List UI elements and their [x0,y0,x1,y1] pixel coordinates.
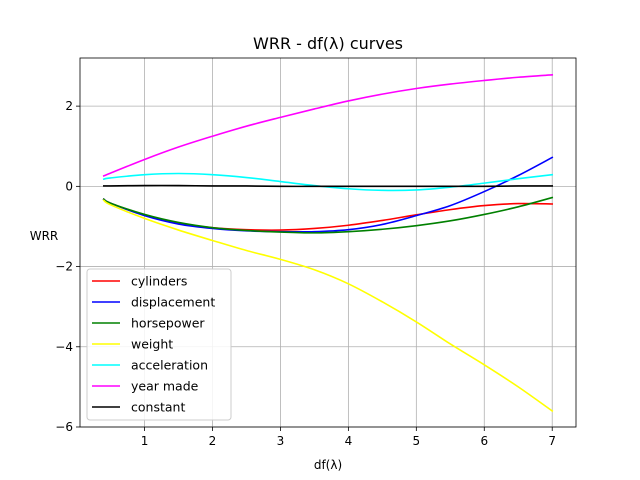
series-line-weight [102,199,554,413]
x-tick-label: 1 [141,434,149,448]
series-line-displacement [102,156,554,233]
y-tick-label: 0 [65,179,73,193]
x-tick-label: 6 [480,434,488,448]
plot-lines [102,73,554,413]
legend-label-acceleration: acceleration [131,358,208,373]
x-axis-label: df(λ) [314,458,342,472]
y-tick-label: −4 [55,340,73,354]
legend-box [86,268,232,421]
y-tick-label: −6 [55,420,73,434]
series-line-horsepower [102,196,554,234]
legend: cylinders displacement horsepower weight acc… [86,268,232,421]
grid [80,58,576,428]
x-tick-label: 2 [209,434,217,448]
legend-label-horsepower: horsepower [131,316,205,331]
series-line-constant [102,184,554,188]
chart-title: WRR - df(λ) curves [253,34,403,53]
plot-area-frame [79,57,577,428]
legend-label-weight: weight [131,337,173,352]
legend-label-year-made: year made [131,379,199,394]
y-tick-label: −2 [55,260,73,274]
legend-label-displacement: displacement [131,295,215,310]
y-axis-label: WRR [30,229,59,243]
x-tick-label: 5 [413,434,421,448]
y-tick-label: 2 [65,99,73,113]
legend-label-cylinders: cylinders [131,274,187,289]
series-line-year-made [102,73,554,177]
x-tick-label: 4 [345,434,353,448]
x-tick-label: 3 [277,434,285,448]
legend-label-constant: constant [131,400,185,415]
series-line-acceleration [102,172,554,192]
axis-ticks: 1 2 3 4 5 6 7 −6 −4 −2 0 2 [55,99,556,448]
x-tick-label: 7 [548,434,556,448]
